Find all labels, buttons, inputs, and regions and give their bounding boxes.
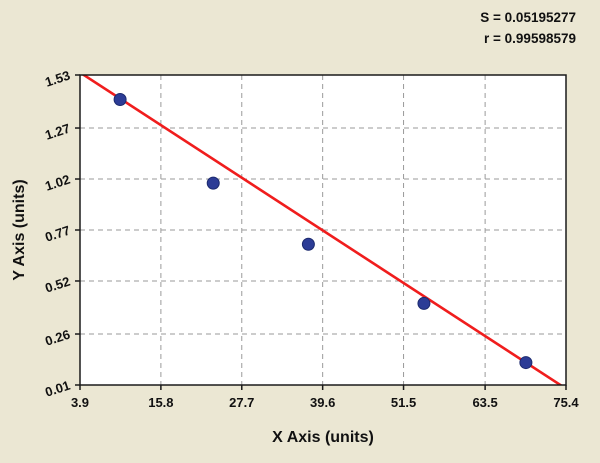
stat-r-value: r = 0.99598579 bbox=[484, 31, 576, 46]
data-point bbox=[519, 356, 533, 370]
y-tick-label: 0.77 bbox=[43, 223, 72, 245]
data-points-layer bbox=[113, 92, 533, 370]
x-tick-label: 39.6 bbox=[310, 395, 335, 410]
x-tick-label: 15.8 bbox=[148, 395, 173, 410]
y-tick-label: 0.26 bbox=[43, 327, 72, 349]
x-tick-label: 27.7 bbox=[229, 395, 254, 410]
y-tick-label: 0.01 bbox=[43, 378, 72, 400]
x-tick-label: 51.5 bbox=[391, 395, 416, 410]
data-point bbox=[417, 296, 431, 310]
y-tick-label: 0.52 bbox=[43, 274, 72, 296]
regression-line bbox=[81, 75, 563, 385]
x-tick-label: 3.9 bbox=[71, 395, 89, 410]
y-axis-title: Y Axis (units) bbox=[11, 179, 28, 280]
y-tick-label: 1.02 bbox=[43, 172, 72, 194]
x-axis-title: X Axis (units) bbox=[272, 429, 374, 446]
y-tick-label: 1.27 bbox=[43, 121, 72, 143]
tick-labels-layer: 3.9 15.8 27.7 39.6 51.5 63.5 75.4 0.01 0.26 0.52 0… bbox=[43, 68, 579, 410]
regression-line-layer bbox=[81, 75, 563, 385]
data-point bbox=[301, 237, 315, 251]
x-tick-label: 63.5 bbox=[472, 395, 497, 410]
x-tick-label: 75.4 bbox=[553, 395, 579, 410]
plot-border bbox=[79, 74, 567, 386]
data-point bbox=[113, 92, 127, 106]
plot-frame-layer bbox=[75, 74, 567, 390]
y-tick-label: 1.53 bbox=[43, 68, 72, 90]
data-point bbox=[206, 176, 220, 190]
stat-s-value: S = 0.05195277 bbox=[480, 10, 576, 25]
